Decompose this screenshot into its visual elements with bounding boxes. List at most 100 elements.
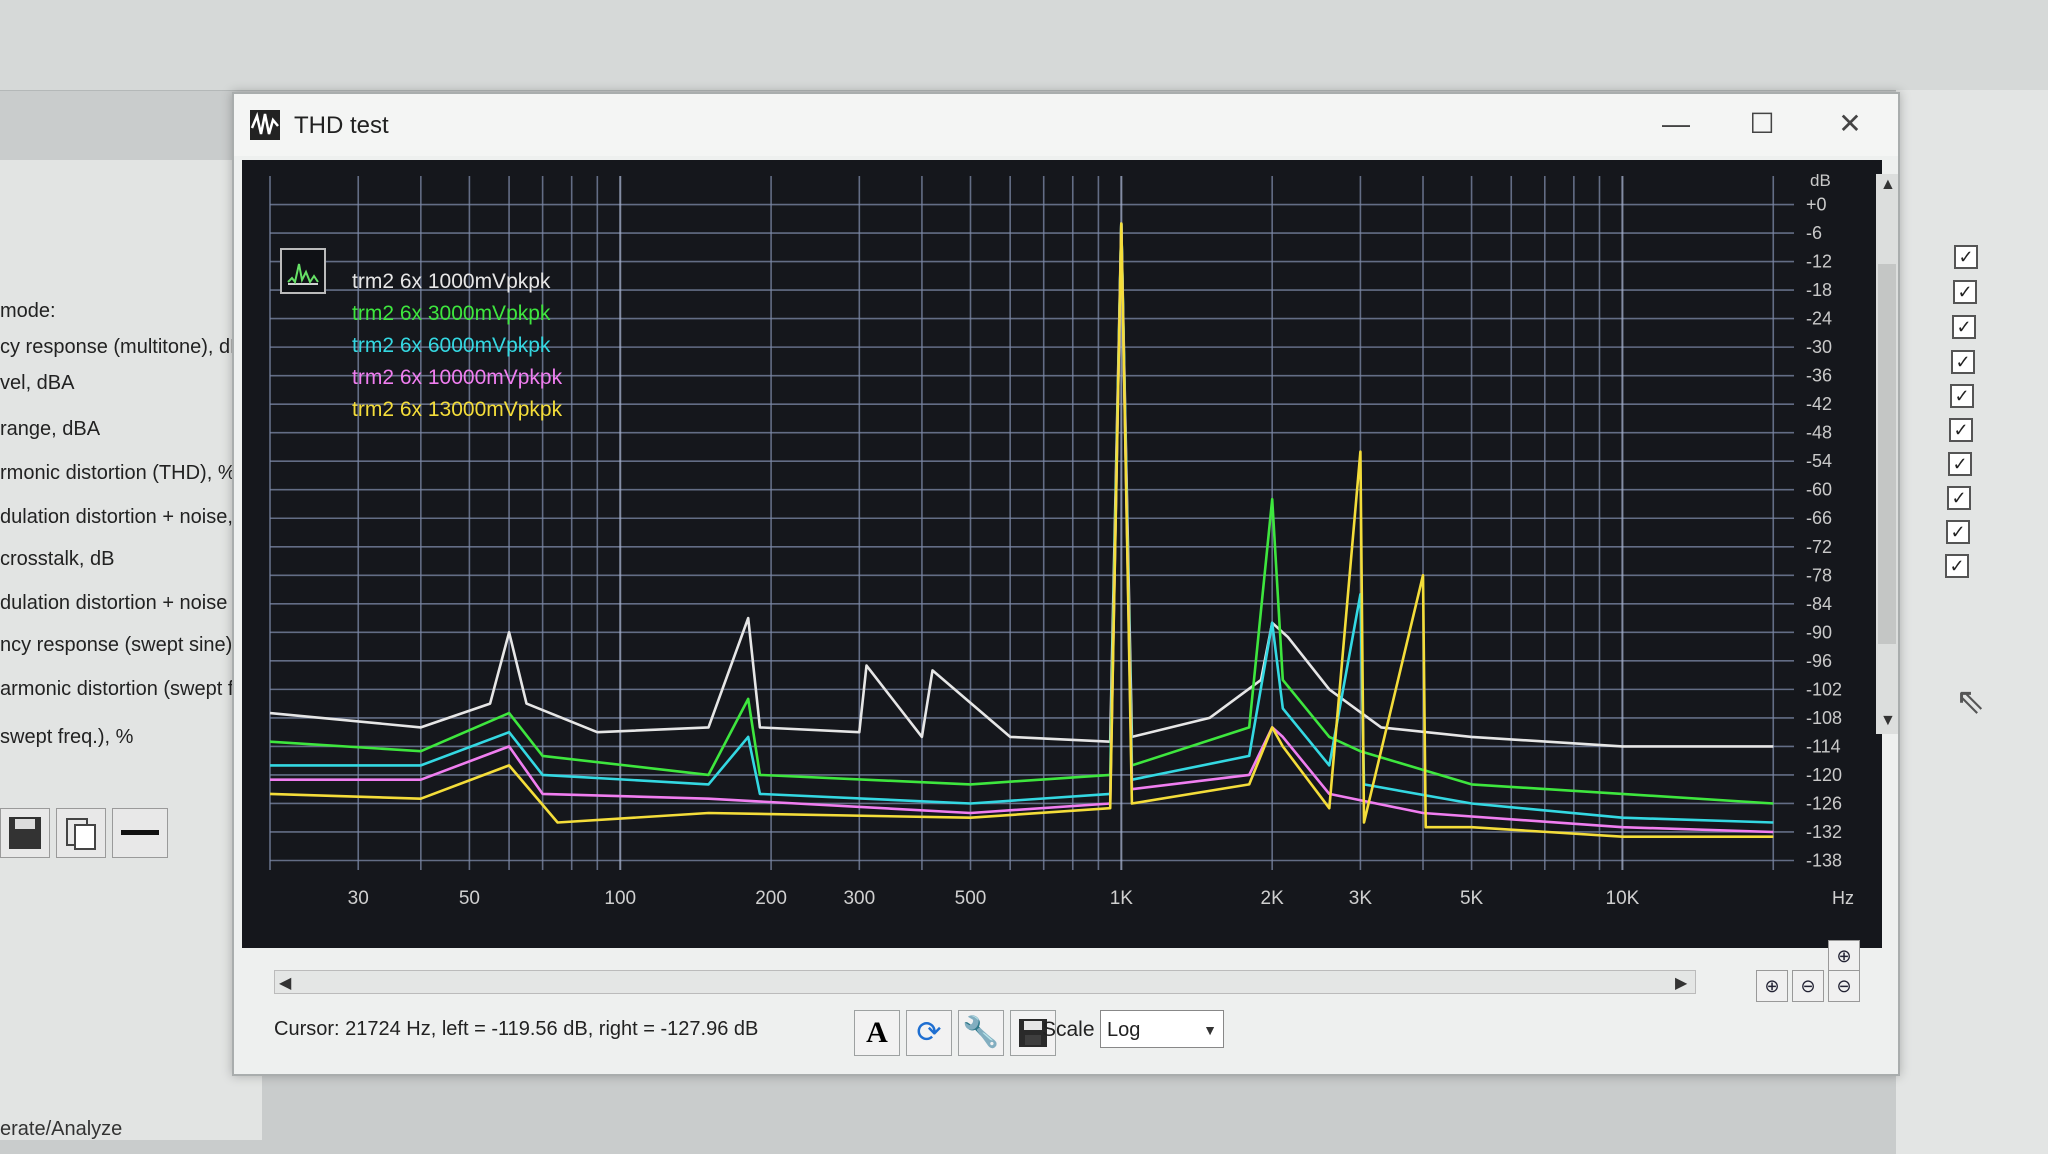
scale-dropdown[interactable]: Log ▼ — [1100, 1010, 1224, 1048]
floppy-icon — [9, 817, 41, 849]
y-tick-label: -120 — [1806, 765, 1842, 785]
list-item[interactable]: armonic distortion (swept fre — [0, 678, 252, 700]
window-titlebar[interactable]: THD test — ☐ ✕ — [234, 94, 1898, 156]
legend-label: trm2 6x 6000mVpkpk — [352, 334, 551, 357]
x-tick-label: 200 — [755, 888, 787, 909]
x-tick-label: 1K — [1110, 888, 1134, 909]
zoom-out-button[interactable]: ⊖ — [1792, 970, 1824, 1002]
y-tick-label: -96 — [1806, 651, 1832, 671]
x-tick-label: 50 — [459, 888, 480, 909]
scroll-up-icon[interactable]: ▲ — [1880, 176, 1896, 193]
legend-label: trm2 6x 1000mVpkpk — [352, 270, 551, 293]
y-tick-label: -132 — [1806, 822, 1842, 842]
zoom-reset-button[interactable]: ⊖ — [1828, 970, 1860, 1002]
x-tick-label: 100 — [604, 888, 636, 909]
y-tick-label: -24 — [1806, 309, 1832, 329]
save-plot-button[interactable] — [1010, 1010, 1056, 1056]
legend-item: trm2 6x 1000mVpkpk — [352, 270, 550, 294]
waveform-app-icon — [250, 110, 280, 140]
copy-button[interactable] — [56, 808, 106, 858]
channel-checkbox[interactable]: ✓ — [1949, 418, 1973, 442]
list-item[interactable]: dulation distortion + noise, % — [0, 506, 257, 528]
save-button[interactable] — [0, 808, 50, 858]
close-button[interactable]: ✕ — [1838, 108, 1862, 139]
refresh-button[interactable]: ⟳ — [906, 1010, 952, 1056]
list-item[interactable]: mode: — [0, 300, 56, 322]
x-tick-labels: 30 50 100 200 300 500 1K 2K 3K 5K 10K Hz — [348, 888, 1854, 909]
legend-label: trm2 6x 13000mVpkpk — [352, 398, 563, 421]
scroll-down-icon[interactable]: ▼ — [1880, 712, 1896, 729]
scroll-right-icon[interactable]: ▶ — [1675, 975, 1688, 992]
y-tick-label: -114 — [1806, 736, 1841, 756]
list-item[interactable]: cy response (multitone), dB — [0, 336, 244, 358]
y-tick-label: -78 — [1806, 565, 1832, 585]
y-tick-label: -138 — [1806, 850, 1842, 870]
scale-label: Scale — [1042, 1018, 1095, 1041]
scroll-left-icon[interactable]: ◀ — [279, 975, 292, 992]
channel-checkbox[interactable]: ✓ — [1947, 486, 1971, 510]
y-tick-label: -36 — [1806, 366, 1832, 386]
legend-label: trm2 6x 10000mVpkpk — [352, 366, 563, 389]
scale-value: Log — [1107, 1019, 1141, 1041]
legend-item: trm2 6x 13000mVpkpk — [352, 398, 562, 422]
legend-toggle-icon[interactable] — [280, 248, 326, 294]
list-item[interactable]: ncy response (swept sine), c — [0, 634, 254, 656]
chart-grid — [269, 176, 1794, 870]
spectrum-chart[interactable]: +0 -6 -12 -18 -24 -30 -36 -42 -48 -54 -60 -66 -72 -78… — [242, 160, 1882, 948]
floppy-icon — [1019, 1019, 1047, 1047]
settings-button[interactable]: 🔧 — [958, 1010, 1004, 1056]
y-tick-label: -72 — [1806, 537, 1832, 557]
zoom-in-button[interactable]: ⊕ — [1756, 970, 1788, 1002]
channel-checkbox[interactable]: ✓ — [1952, 315, 1976, 339]
background-toolbar-area — [0, 0, 2048, 91]
y-tick-label: -60 — [1806, 480, 1832, 500]
list-item[interactable]: swept freq.), % — [0, 726, 134, 748]
y-tick-label: -108 — [1806, 708, 1842, 728]
x-tick-label: 2K — [1261, 888, 1285, 909]
list-item[interactable]: range, dBA — [0, 418, 101, 440]
y-tick-label: -90 — [1806, 622, 1832, 642]
y-tick-label: -126 — [1806, 793, 1842, 813]
remove-button[interactable] — [112, 808, 168, 858]
horizontal-scrollbar[interactable]: ◀ ▶ — [274, 970, 1696, 994]
x-tick-label: 30 — [348, 888, 369, 909]
series-line — [269, 222, 1774, 748]
mouse-pointer-icon: ⇖ — [1955, 680, 1986, 721]
chevron-down-icon: ▼ — [1203, 1022, 1217, 1038]
y-unit-label: dB — [1810, 171, 1831, 190]
cursor-readout: Cursor: 21724 Hz, left = -119.56 dB, rig… — [274, 1018, 759, 1040]
y-tick-label: -48 — [1806, 423, 1832, 443]
list-item[interactable]: dulation distortion + noise (s — [0, 592, 250, 614]
channel-selection-panel: ✓ ✓ ✓ ✓ ✓ ✓ ✓ ✓ ✓ ✓ — [1896, 90, 2048, 1154]
y-tick-label: -102 — [1806, 679, 1842, 699]
list-item[interactable]: crosstalk, dB — [0, 548, 115, 570]
maximize-button[interactable]: ☐ — [1749, 108, 1775, 139]
zoom-y-in-button[interactable]: ⊕ — [1828, 940, 1860, 972]
refresh-icon: ⟳ — [916, 1016, 942, 1049]
channel-checkbox[interactable]: ✓ — [1953, 280, 1977, 304]
vertical-scrollbar[interactable]: ▲ ▼ — [1876, 174, 1898, 734]
channel-checkbox[interactable]: ✓ — [1946, 520, 1970, 544]
channel-checkbox[interactable]: ✓ — [1954, 245, 1978, 269]
annotate-button[interactable]: A — [854, 1010, 900, 1056]
chart-series-group — [269, 222, 1774, 839]
font-letter-icon: A — [866, 1016, 888, 1049]
x-unit-label: Hz — [1832, 888, 1854, 908]
channel-checkbox[interactable]: ✓ — [1948, 452, 1972, 476]
minus-icon — [121, 830, 159, 835]
y-tick-label: -84 — [1806, 594, 1832, 614]
channel-checkbox[interactable]: ✓ — [1945, 554, 1969, 578]
minimize-button[interactable]: — — [1662, 108, 1690, 139]
spectrum-plot-frame: +0 -6 -12 -18 -24 -30 -36 -42 -48 -54 -60 -66 -72 -78… — [242, 160, 1882, 948]
y-tick-labels: +0 -6 -12 -18 -24 -30 -36 -42 -48 -54 -60 -66 -72 -78… — [1806, 195, 1842, 871]
list-item[interactable]: vel, dBA — [0, 372, 75, 394]
channel-checkbox[interactable]: ✓ — [1951, 350, 1975, 374]
generate-analyze-label: erate/Analyze — [0, 1118, 123, 1140]
status-bar: Cursor: 21724 Hz, left = -119.56 dB, rig… — [274, 1004, 1894, 1060]
series-line — [269, 222, 1774, 839]
list-item[interactable]: rmonic distortion (THD), % — [0, 462, 236, 484]
y-tick-label: -54 — [1806, 451, 1832, 471]
channel-checkbox[interactable]: ✓ — [1950, 384, 1974, 408]
vertical-scroll-thumb[interactable] — [1878, 264, 1896, 644]
y-tick-label: -66 — [1806, 508, 1832, 528]
